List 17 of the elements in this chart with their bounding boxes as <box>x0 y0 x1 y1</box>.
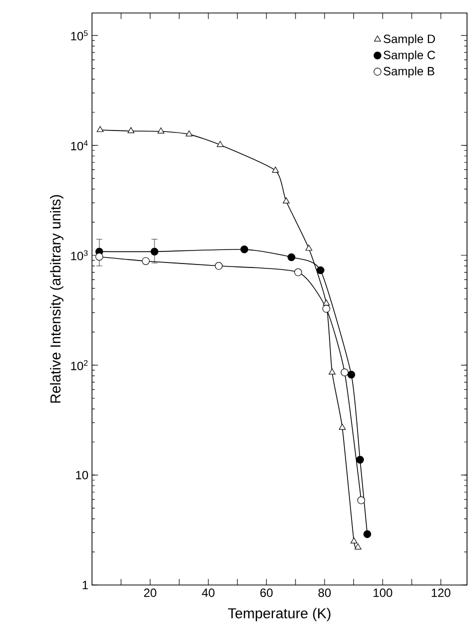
y-tick-label: 1 <box>82 580 88 590</box>
y-tick-label: 10$^{3}$ <box>71 250 88 260</box>
y-tick-label: 10$^{5}$ <box>71 30 88 40</box>
x-tick-label: 100 <box>374 588 392 597</box>
legend-label: Sample C <box>384 50 436 62</box>
x-axis-title: Temperature (K) <box>228 608 330 622</box>
x-tick-label: 60 <box>260 588 273 597</box>
legend-label: Sample D <box>384 34 435 46</box>
legend-label: Sample B <box>384 66 434 78</box>
y-tick-label: 10$^{2}$ <box>71 360 88 370</box>
x-tick-label: 20 <box>144 588 156 597</box>
y-axis-title: Relative Intensity (arbitrary units) <box>50 195 64 403</box>
y-tick-label: 10$^{4}$ <box>71 140 88 150</box>
y-tick-label: 10 <box>76 470 88 480</box>
x-tick-label: 40 <box>202 588 214 597</box>
x-tick-label: 80 <box>318 588 331 597</box>
x-tick-label: 120 <box>432 588 450 597</box>
